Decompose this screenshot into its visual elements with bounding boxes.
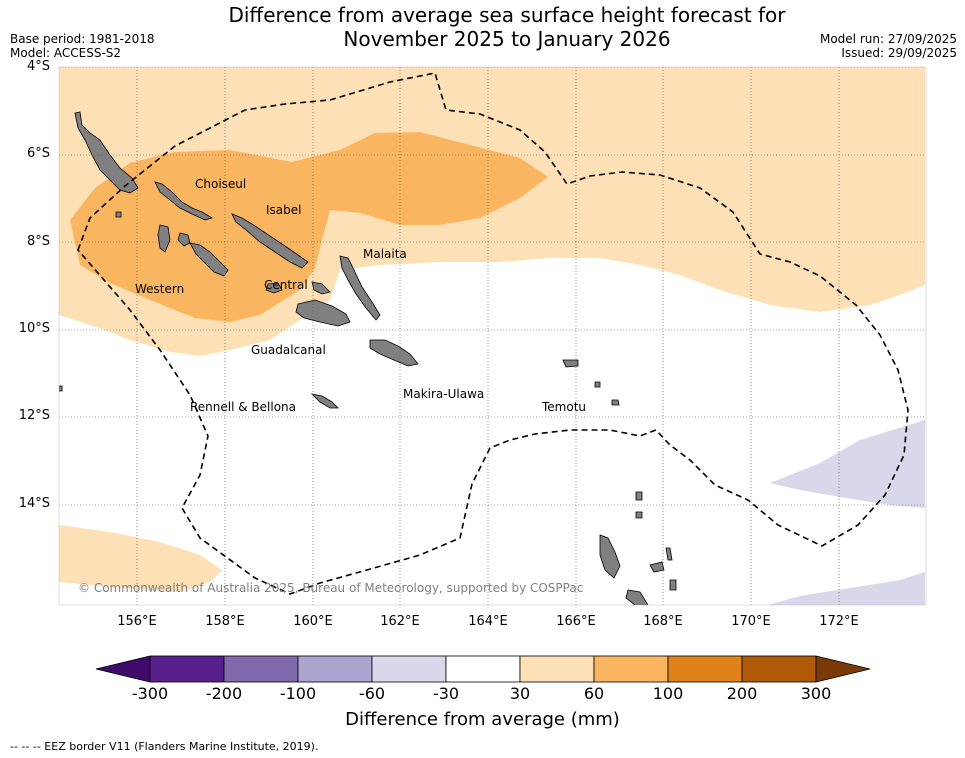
- colorbar-tick: 200: [726, 684, 758, 703]
- meta-left: Base period: 1981-2018 Model: ACCESS-S2: [10, 32, 155, 60]
- lat-tick: 8°S: [26, 234, 50, 249]
- lon-tick: 156°E: [117, 614, 157, 629]
- colorbar-extend-high: [815, 655, 871, 683]
- province-label-choiseul: Choiseul: [195, 177, 246, 191]
- island-malaita: [339, 255, 381, 321]
- island-florida: [311, 281, 331, 295]
- lat-tick: 14°S: [18, 496, 50, 511]
- island-guadalcanal: [295, 299, 351, 327]
- colorbar-bin: [149, 655, 225, 683]
- lon-tick: 160°E: [293, 614, 333, 629]
- anomaly-region-neg60-neg30: [768, 572, 925, 605]
- colorbar-bin: [371, 655, 447, 683]
- island-vanuatu-5: [635, 491, 643, 501]
- colorbar-label: Difference from average (mm): [345, 709, 620, 730]
- lat-tick: 10°S: [18, 321, 50, 336]
- province-label-guadalcanal: Guadalcanal: [251, 343, 326, 357]
- eez-border: [77, 72, 909, 595]
- island-western-small-2: [177, 232, 191, 247]
- island-vanuatu-1: [599, 534, 621, 579]
- island-rennell: [310, 393, 339, 409]
- map-layers: [59, 67, 925, 605]
- colorbar: [95, 655, 871, 683]
- colorbar-tick: -60: [358, 684, 386, 703]
- copyright-text: © Commonwealth of Australia 2025, Bureau…: [78, 581, 583, 595]
- eez-footnote: -- -- -- EEZ border V11 (Flanders Marine…: [10, 740, 319, 753]
- lat-tick: 6°S: [26, 146, 50, 161]
- colorbar-tick: -30: [432, 684, 460, 703]
- island-bougainville: [74, 111, 139, 194]
- title-line-2: November 2025 to January 2026: [343, 27, 671, 51]
- province-label-temotu: Temotu: [541, 400, 586, 414]
- island-central: [265, 282, 283, 294]
- colorbar-bin: [593, 655, 669, 683]
- anomaly-region-neg60-neg30: [770, 420, 925, 508]
- anomaly-region-30-60: [59, 525, 222, 592]
- island-makira: [369, 339, 419, 367]
- colorbar-tick: -100: [279, 684, 317, 703]
- province-label-central: Central: [264, 278, 308, 292]
- title-line-1: Difference from average sea surface heig…: [228, 3, 786, 27]
- colorbar-tick: -200: [205, 684, 243, 703]
- lon-tick: 158°E: [205, 614, 245, 629]
- map-frame: [58, 66, 927, 606]
- island-vanuatu-4: [665, 547, 673, 561]
- islands: [59, 111, 677, 605]
- issued-date: Issued: 29/09/2025: [841, 46, 957, 60]
- colorbar-tick: 300: [800, 684, 832, 703]
- colorbar-extend-low: [95, 655, 151, 683]
- base-period: Base period: 1981-2018: [10, 32, 155, 46]
- model-run: Model run: 27/09/2025: [819, 32, 957, 46]
- province-label-western: Western: [135, 282, 184, 296]
- island-vanuatu-7: [669, 579, 677, 591]
- anomaly-region-30-60: [59, 67, 925, 215]
- lon-tick: 166°E: [556, 614, 596, 629]
- island-temotu-2: [594, 381, 601, 388]
- province-label-isabel: Isabel: [266, 203, 301, 217]
- colorbar-bin: [445, 655, 521, 683]
- lat-tick: 12°S: [18, 408, 50, 423]
- lon-tick: 168°E: [643, 614, 683, 629]
- graticule: [59, 67, 925, 605]
- island-vanuatu-6: [635, 511, 643, 519]
- lon-tick: 164°E: [468, 614, 508, 629]
- island-western-small: [157, 224, 171, 253]
- island-choiseul: [154, 181, 213, 221]
- colorbar-bin: [297, 655, 373, 683]
- colorbar-tick: 60: [583, 684, 605, 703]
- colorbar-tick: 100: [652, 684, 684, 703]
- province-label-rennell-bellona: Rennell & Bellona: [190, 400, 296, 414]
- island-new-georgia: [189, 242, 229, 277]
- province-label-makira-ulawa: Makira-Ulawa: [403, 387, 484, 401]
- lat-tick: 4°S: [26, 59, 50, 74]
- lon-tick: 162°E: [380, 614, 420, 629]
- island-vanuatu-3: [649, 561, 665, 573]
- island-isabel: [231, 213, 309, 269]
- colorbar-tick: 30: [509, 684, 531, 703]
- lon-tick: 172°E: [819, 614, 859, 629]
- province-label-malaita: Malaita: [363, 247, 407, 261]
- lon-tick: 170°E: [731, 614, 771, 629]
- island-tiny-2: [59, 385, 63, 392]
- island-tiny-1: [115, 211, 122, 218]
- colorbar-bin: [667, 655, 743, 683]
- anomaly-region-60-100: [70, 132, 548, 322]
- colorbar-bin: [519, 655, 595, 683]
- island-vanuatu-2: [625, 589, 649, 605]
- colorbar-bin: [223, 655, 299, 683]
- island-temotu-3: [611, 399, 620, 406]
- meta-right: Model run: 27/09/2025 Issued: 29/09/2025: [820, 32, 957, 60]
- model-name: Model: ACCESS-S2: [10, 46, 122, 60]
- colorbar-bin: [741, 655, 817, 683]
- island-temotu-1: [562, 359, 579, 368]
- colorbar-tick: -300: [131, 684, 169, 703]
- chart-title: Difference from average sea surface heig…: [0, 3, 965, 51]
